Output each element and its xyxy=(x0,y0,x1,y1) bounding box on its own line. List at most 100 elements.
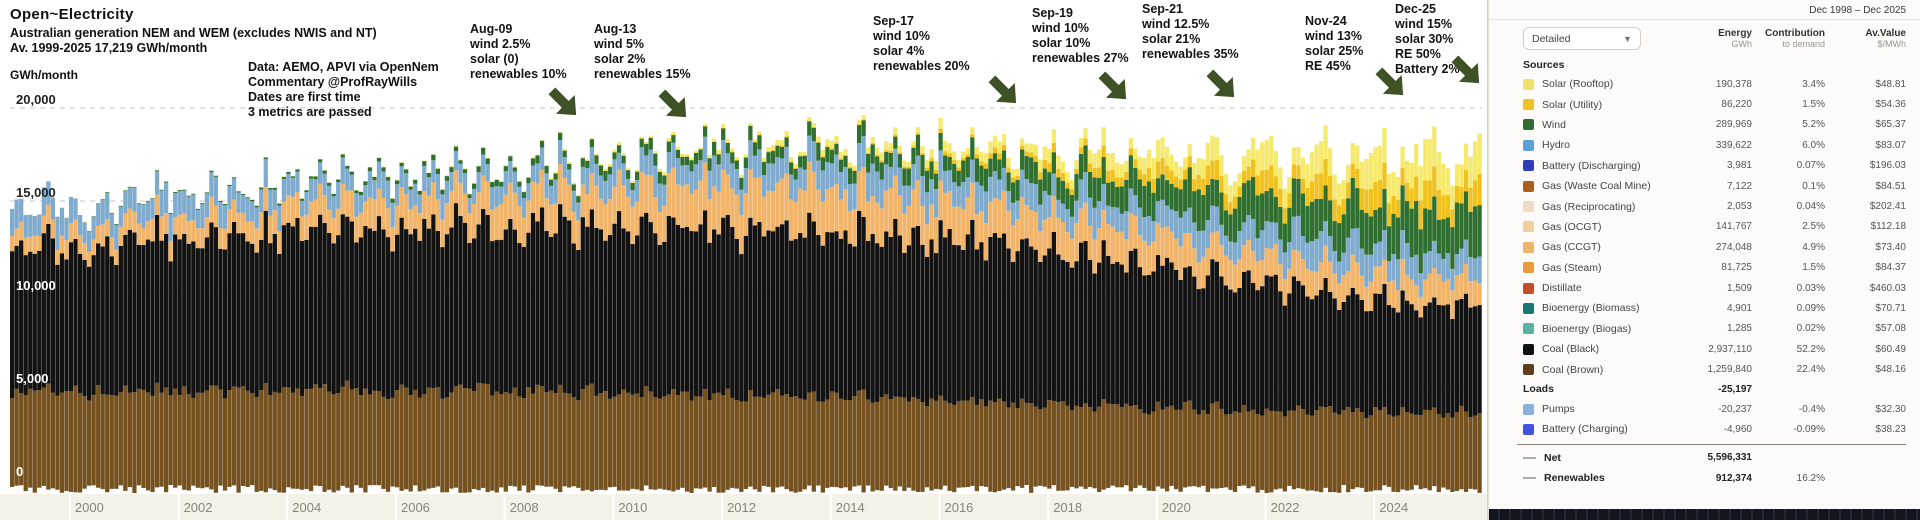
column-header: Energy GWh xyxy=(1718,27,1752,49)
chart-title: Australian generation NEM and WEM (exclu… xyxy=(10,26,377,40)
data-source-note: Data: AEMO, APVI via OpenNem Commentary @… xyxy=(248,60,439,120)
table-row[interactable]: Gas (Steam) 81,725 1.5% $84.37 xyxy=(1523,258,1906,278)
table-row[interactable]: Pumps -20,237 -0.4% $32.30 xyxy=(1523,399,1906,419)
loads-total: -25,197 xyxy=(1718,383,1752,395)
arrow-icon xyxy=(988,75,1017,104)
cell-value: $54.36 xyxy=(1875,99,1906,111)
cell-energy: 1,259,840 xyxy=(1707,364,1753,376)
table-row[interactable]: Gas (Reciprocating) 2,053 0.04% $202.41 xyxy=(1523,196,1906,216)
series-name: Gas (Steam) xyxy=(1542,261,1602,274)
svg-text:2024: 2024 xyxy=(1379,500,1408,515)
sources-section-label: Sources xyxy=(1523,59,1565,71)
cell-value: $196.03 xyxy=(1869,160,1906,172)
svg-text:5,000: 5,000 xyxy=(16,371,49,386)
table-row[interactable]: Hydro 339,622 6.0% $83.07 xyxy=(1523,135,1906,155)
svg-text:2010: 2010 xyxy=(618,500,647,515)
series-name: Solar (Utility) xyxy=(1542,98,1603,111)
svg-text:15,000: 15,000 xyxy=(16,185,56,200)
table-row[interactable]: Battery (Charging) -4,960 -0.09% $38.23 xyxy=(1523,419,1906,439)
cell-energy: 274,048 xyxy=(1715,241,1752,253)
cell-contrib: 1.5% xyxy=(1802,99,1825,111)
series-swatch-icon xyxy=(1523,139,1534,151)
cell-contrib: 0.02% xyxy=(1796,323,1825,335)
svg-text:0: 0 xyxy=(16,464,23,479)
svg-text:2014: 2014 xyxy=(836,500,865,515)
cell-value: $70.71 xyxy=(1875,302,1906,314)
svg-text:2008: 2008 xyxy=(510,500,539,515)
milestone-annotation: Sep-21 wind 12.5% solar 21% renewables 35% xyxy=(1142,2,1239,61)
series-swatch-icon xyxy=(1523,302,1534,314)
series-swatch-icon xyxy=(1523,343,1534,355)
cell-contrib: 2.5% xyxy=(1802,221,1825,233)
cell-value: $84.51 xyxy=(1875,180,1906,192)
series-name: Net xyxy=(1544,451,1561,464)
table-row[interactable]: Bioenergy (Biomass) 4,901 0.09% $70.71 xyxy=(1523,298,1906,318)
table-row[interactable]: Gas (OCGT) 141,767 2.5% $112.18 xyxy=(1523,217,1906,237)
view-selector-dropdown[interactable]: Detailed ▼ xyxy=(1523,27,1641,50)
cell-value: $83.07 xyxy=(1875,139,1906,151)
cell-value: $48.81 xyxy=(1875,78,1906,90)
cell-value: $112.18 xyxy=(1870,221,1906,233)
loads-section-label: Loads xyxy=(1523,383,1554,396)
cell-contrib: -0.4% xyxy=(1798,403,1825,415)
cell-value: $65.37 xyxy=(1875,119,1906,131)
milestone-annotation: Sep-19 wind 10% solar 10% renewables 27% xyxy=(1032,6,1129,65)
summary-divider xyxy=(1517,443,1906,445)
series-name: Pumps xyxy=(1542,403,1575,416)
data-note-line: Dates are first time xyxy=(248,90,361,104)
cell-contrib: 0.09% xyxy=(1796,302,1825,314)
table-row[interactable]: Distillate 1,509 0.03% $460.03 xyxy=(1523,278,1906,298)
timeline-brush[interactable] xyxy=(1489,509,1920,520)
arrow-icon xyxy=(1098,71,1127,100)
cell-contrib: 16.2% xyxy=(1796,472,1825,484)
table-row[interactable]: Coal (Brown) 1,259,840 22.4% $48.16 xyxy=(1523,359,1906,379)
series-name: Gas (Waste Coal Mine) xyxy=(1542,180,1651,193)
table-row[interactable]: Renewables 912,374 16.2% xyxy=(1523,468,1906,488)
series-name: Battery (Charging) xyxy=(1542,423,1628,436)
svg-text:2000: 2000 xyxy=(75,500,104,515)
table-row[interactable]: Bioenergy (Biogas) 1,285 0.02% $57.08 xyxy=(1523,319,1906,339)
arrow-icon xyxy=(1375,67,1404,96)
cell-value: $57.08 xyxy=(1875,323,1906,335)
series-name: Renewables xyxy=(1544,472,1605,485)
cell-energy: 2,053 xyxy=(1726,201,1752,213)
cell-value: $32.30 xyxy=(1875,403,1906,415)
cell-energy: 1,285 xyxy=(1726,323,1752,335)
table-row[interactable]: Solar (Utility) 86,220 1.5% $54.36 xyxy=(1523,94,1906,114)
arrow-icon xyxy=(1206,69,1235,98)
cell-energy: -20,237 xyxy=(1718,403,1752,415)
series-swatch-icon xyxy=(1523,241,1534,253)
summary-table: Net 5,596,331 Renewables 912,374 16.2% xyxy=(1489,448,1920,489)
arrow-icon xyxy=(548,87,577,116)
cell-energy: 3,981 xyxy=(1726,160,1752,172)
cell-energy: 289,969 xyxy=(1715,119,1752,131)
table-row[interactable]: Coal (Black) 2,937,110 52.2% $60.49 xyxy=(1523,339,1906,359)
arrow-icon xyxy=(1451,55,1480,84)
svg-text:2016: 2016 xyxy=(944,500,973,515)
table-row[interactable]: Gas (CCGT) 274,048 4.9% $73.40 xyxy=(1523,237,1906,257)
series-swatch-icon xyxy=(1523,221,1534,233)
cell-contrib: 5.2% xyxy=(1802,119,1825,131)
table-row[interactable]: Wind 289,969 5.2% $65.37 xyxy=(1523,115,1906,135)
svg-text:2018: 2018 xyxy=(1053,500,1082,515)
table-row[interactable]: Solar (Rooftop) 190,378 3.4% $48.81 xyxy=(1523,74,1906,94)
table-row[interactable]: Battery (Discharging) 3,981 0.07% $196.03 xyxy=(1523,156,1906,176)
svg-text:2020: 2020 xyxy=(1162,500,1191,515)
view-selector-value: Detailed xyxy=(1532,32,1571,45)
cell-contrib: -0.09% xyxy=(1793,423,1825,435)
series-name: Gas (OCGT) xyxy=(1542,220,1602,233)
series-name: Battery (Discharging) xyxy=(1542,159,1641,172)
chevron-down-icon: ▼ xyxy=(1623,33,1632,44)
svg-text:10,000: 10,000 xyxy=(16,278,56,293)
table-row[interactable]: Gas (Waste Coal Mine) 7,122 0.1% $84.51 xyxy=(1523,176,1906,196)
table-row[interactable]: Net 5,596,331 xyxy=(1523,448,1906,468)
series-name: Coal (Brown) xyxy=(1542,363,1604,376)
series-swatch-icon xyxy=(1523,99,1534,111)
series-swatch-icon xyxy=(1523,323,1534,335)
stacked-generation-chart[interactable]: 2000 2002 2004 2006 2008 2010 2012 2014 2016 2018… xyxy=(0,0,1487,520)
chart-subtitle: Av. 1999-2025 17,219 GWh/month xyxy=(10,41,208,55)
series-swatch-icon xyxy=(1523,403,1534,415)
cell-energy: 81,725 xyxy=(1721,262,1752,274)
data-note-line: Commentary @ProfRayWills xyxy=(248,75,418,89)
series-name: Bioenergy (Biogas) xyxy=(1542,322,1632,335)
